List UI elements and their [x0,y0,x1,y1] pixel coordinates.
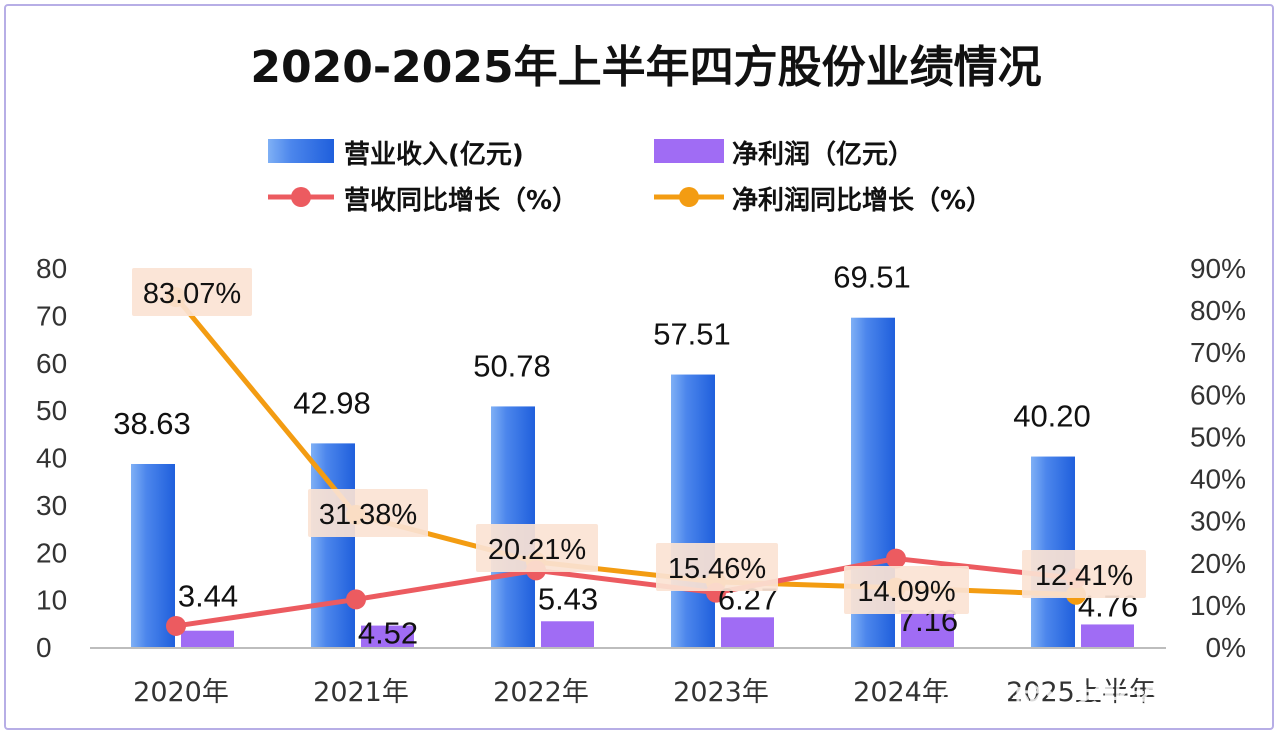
y-right-tick-label: 60% [1190,379,1246,410]
x-tick-label: 2025上半年 [1006,677,1156,708]
legend-marker-profit-growth [679,187,699,207]
y-right-tick-label: 40% [1190,464,1246,495]
legend-label-profit-growth: 净利润同比增长（%） [732,185,992,216]
pct-label-box [132,268,252,316]
y-axis-left: 0 10 20 30 40 50 60 70 80 [36,253,67,663]
data-label-profit-growth: 14.09% [857,576,955,608]
data-label-profit-growth: 12.41% [1035,560,1133,592]
bar-net-profit [901,613,954,647]
data-label-revenue: 40.20 [1013,399,1091,434]
data-label-revenue: 38.63 [113,406,191,441]
point-revenue-growth [886,548,906,569]
data-label-revenue: 69.51 [833,260,911,295]
watermark: 雪球：老张投研 [940,684,1192,719]
chart-title: 2020-2025年上半年四方股份业绩情况 [250,42,1041,93]
y-left-tick-label: 50 [36,395,67,426]
pct-label-box [476,524,598,572]
x-tick-label: 2024年 [853,677,949,708]
bar-revenue [671,374,715,647]
y-right-tick-label: 90% [1190,253,1246,284]
legend-label-net-profit: 净利润（亿元） [732,139,914,170]
y-right-tick-label: 80% [1190,295,1246,326]
data-label-profit-growth: 83.07% [143,278,241,310]
pct-label-box [844,566,969,614]
legend: 营业收入(亿元) 净利润（亿元） 营收同比增长（%） 净利润同比增长（%） [268,139,992,216]
chart-frame: 2020-2025年上半年四方股份业绩情况 营业收入(亿元) 净利润（亿元） 营收同… [4,4,1274,730]
data-label-net-profit: 4.52 [358,616,418,651]
y-left-tick-label: 40 [36,443,67,474]
data-label-profit-growth: 31.38% [319,499,417,531]
data-label-profit-growth: 15.46% [668,553,766,585]
watermark-text: 雪球：老张投研 [982,684,1192,719]
point-revenue-growth [346,589,366,610]
pct-label-box [656,543,778,591]
y-left-tick-label: 70 [36,300,67,331]
y-left-tick-label: 10 [36,585,67,616]
data-label-revenue: 57.51 [653,317,731,352]
y-left-tick-label: 0 [36,632,52,663]
bar-net-profit [361,625,414,647]
data-label-net-profit: 3.44 [178,579,238,614]
bar-net-profit [721,617,774,647]
y-left-tick-label: 20 [36,537,67,568]
bar-revenue [311,443,355,647]
bar-net-profit [181,630,234,647]
chart-canvas: 2020-2025年上半年四方股份业绩情况 营业收入(亿元) 净利润（亿元） 营收同… [36,42,1246,719]
x-tick-label: 2022年 [493,677,589,708]
legend-marker-revenue-growth [291,187,311,207]
pct-label-box [308,489,428,537]
y-right-tick-label: 20% [1190,548,1246,579]
y-left-tick-label: 60 [36,348,67,379]
labels-group: 38.63 42.98 50.78 57.51 69.51 40.20 3.44 4.52 5.… [113,260,1146,651]
y-left-tick-label: 80 [36,253,67,284]
point-revenue-growth [166,615,186,636]
legend-swatch-net-profit [654,139,724,163]
x-tick-label: 2023年 [673,677,769,708]
bar-revenue [131,463,175,647]
y-right-tick-label: 50% [1190,421,1246,452]
legend-swatch-revenue [268,139,334,163]
x-tick-label: 2021年 [313,677,409,708]
data-label-revenue: 50.78 [473,348,551,383]
bar-net-profit [541,621,594,647]
bars-group [131,317,1134,647]
data-label-profit-growth: 20.21% [488,534,586,566]
y-right-tick-label: 70% [1190,337,1246,368]
watermark-logo-icon [940,684,972,716]
y-right-tick-label: 30% [1190,506,1246,537]
legend-label-revenue: 营业收入(亿元) [344,140,524,170]
line-revenue-growth [175,556,1077,629]
y-right-tick-label: 10% [1190,590,1246,621]
x-tick-label: 2020年 [133,677,229,708]
data-label-revenue: 42.98 [293,385,371,420]
data-label-net-profit: 5.43 [538,581,598,616]
pct-label-box [1022,550,1146,598]
y-left-tick-label: 30 [36,490,67,521]
y-right-tick-label: 0% [1206,632,1246,663]
y-axis-right: 0% 10% 20% 30% 40% 50% 60% 70% 80% 90% [1190,253,1246,663]
legend-label-revenue-growth: 营收同比增长（%） [344,185,578,216]
bar-net-profit [1081,624,1134,647]
x-axis: 2020年 2021年 2022年 2023年 2024年 2025上半年 [90,647,1166,708]
